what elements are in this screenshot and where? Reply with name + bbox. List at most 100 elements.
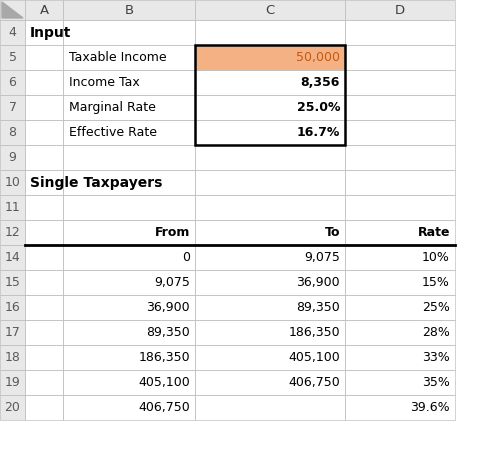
Bar [0,395,25,420]
Bar [0,95,25,120]
Text: 9,075: 9,075 [154,276,190,289]
Bar [0,45,25,70]
Bar [195,70,345,95]
Bar [195,45,345,70]
Bar [63,145,195,170]
Bar [63,95,195,120]
Bar [0,295,25,320]
Bar [0,20,25,45]
Text: 28%: 28% [422,326,450,339]
Text: 15: 15 [4,276,20,289]
Text: 25%: 25% [422,301,450,314]
Bar [195,195,345,220]
Text: 186,350: 186,350 [138,351,190,364]
Bar [345,370,455,395]
Text: 406,750: 406,750 [138,401,190,414]
Text: Rate: Rate [417,226,450,239]
Text: 186,350: 186,350 [288,326,340,339]
Bar [63,195,195,220]
Bar [0,170,25,195]
Bar [63,20,195,45]
Bar [345,70,455,95]
Text: 8,356: 8,356 [300,76,340,89]
Bar [25,45,63,70]
Bar [195,45,345,70]
Text: A: A [40,4,49,16]
Bar [195,145,345,170]
Text: 9: 9 [9,151,16,164]
Bar [345,20,455,45]
Text: 11: 11 [5,201,20,214]
Text: Marginal Rate: Marginal Rate [69,101,156,114]
Bar [63,345,195,370]
Bar [25,320,63,345]
Bar [63,0,195,20]
Bar [0,120,25,145]
Bar [0,120,25,145]
Bar [345,45,455,70]
Bar [25,395,63,420]
Bar [195,370,345,395]
Text: 36,900: 36,900 [297,276,340,289]
Text: 7: 7 [9,101,16,114]
Bar [345,120,455,145]
Bar [0,245,25,270]
Bar [0,345,25,370]
Bar [195,20,345,45]
Text: 18: 18 [4,351,20,364]
Bar [0,0,25,20]
Text: 16: 16 [5,301,20,314]
Bar [25,145,63,170]
Bar [0,95,25,120]
Text: C: C [265,4,275,16]
Bar [0,220,25,245]
Text: 14: 14 [5,251,20,264]
Bar [0,195,25,220]
Text: 35%: 35% [422,376,450,389]
Text: 20: 20 [4,401,20,414]
Bar [195,0,345,20]
Bar [0,70,25,95]
Bar [345,245,455,270]
Bar [0,270,25,295]
Bar [345,0,455,20]
Bar [195,295,345,320]
Text: Input: Input [30,25,71,39]
Text: From: From [155,226,190,239]
Bar [25,345,63,370]
Bar [195,95,345,120]
Text: 0: 0 [182,251,190,264]
Text: 5: 5 [9,51,16,64]
Bar [63,70,195,95]
Bar [345,345,455,370]
Bar [195,245,345,270]
Polygon shape [2,2,23,18]
Text: 6: 6 [9,76,16,89]
Bar [0,0,25,20]
Bar [0,245,25,270]
Text: D: D [395,4,405,16]
Text: 10%: 10% [422,251,450,264]
Bar [0,320,25,345]
Text: 15%: 15% [422,276,450,289]
Bar [345,195,455,220]
Bar [0,370,25,395]
Bar [63,0,195,20]
Bar [345,220,455,245]
Bar [63,245,195,270]
Text: 25.0%: 25.0% [297,101,340,114]
Bar [195,45,345,70]
Bar [195,170,345,195]
Bar [195,120,345,145]
Bar [25,120,63,145]
Bar [0,220,25,245]
Bar [25,20,63,45]
Bar [63,395,195,420]
Text: 405,100: 405,100 [288,351,340,364]
Bar [25,0,63,20]
Bar [345,270,455,295]
Text: 33%: 33% [422,351,450,364]
Bar [195,345,345,370]
Text: Effective Rate: Effective Rate [69,126,157,139]
Text: 17: 17 [4,326,20,339]
